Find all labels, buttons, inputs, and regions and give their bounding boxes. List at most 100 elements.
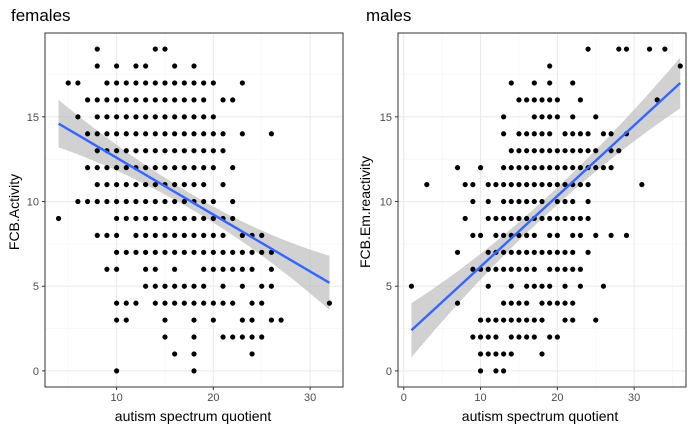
data-point-females (230, 198, 236, 205)
data-point-males (577, 283, 584, 289)
data-point-females (143, 131, 149, 137)
data-point-males (508, 351, 514, 357)
data-point-females (259, 232, 265, 239)
data-point-males (454, 165, 461, 171)
data-point-females (143, 80, 149, 86)
data-point-females (172, 283, 178, 289)
data-point-males (531, 198, 537, 205)
data-point-females (181, 198, 187, 205)
data-point-females (152, 80, 158, 86)
data-point-males (516, 300, 522, 306)
data-point-males (562, 300, 568, 306)
panel-title-males: males (366, 6, 411, 25)
data-point-females (201, 283, 207, 289)
data-point-females (133, 249, 139, 255)
data-point-females (113, 80, 120, 86)
data-point-females (113, 266, 120, 272)
data-point-females (220, 131, 226, 137)
data-point-males (539, 351, 545, 357)
data-point-females (94, 46, 100, 52)
data-point-females (152, 97, 158, 103)
data-point-males (516, 131, 522, 137)
data-point-females (230, 266, 236, 272)
data-point-males (570, 148, 576, 154)
data-point-males (531, 80, 537, 86)
data-point-females (94, 63, 100, 69)
data-point-males (524, 232, 530, 239)
data-point-females (210, 249, 216, 255)
data-point-females (191, 351, 197, 357)
data-point-females (143, 181, 149, 188)
data-point-females (230, 334, 236, 340)
y-tick-label-females: 15 (27, 112, 39, 124)
data-point-males (501, 317, 507, 323)
data-point-females (210, 266, 216, 272)
data-point-males (539, 131, 545, 137)
data-point-females (181, 114, 187, 120)
data-point-males (493, 351, 499, 357)
data-point-females (239, 317, 245, 323)
data-point-males (477, 317, 484, 323)
data-point-females (220, 232, 226, 239)
data-point-females (172, 351, 178, 357)
data-point-females (162, 148, 168, 154)
y-tick-label-males: 15 (380, 112, 392, 124)
data-point-males (547, 232, 553, 239)
data-point-females (210, 148, 216, 154)
data-point-females (201, 198, 207, 205)
data-point-females (104, 181, 110, 188)
data-point-males (585, 131, 591, 137)
data-point-females (162, 165, 168, 171)
data-point-males (485, 266, 491, 272)
data-point-females (201, 131, 207, 137)
regression-line-males (410, 82, 682, 332)
data-point-females (220, 97, 226, 103)
data-point-females (172, 114, 178, 120)
data-point-females (181, 215, 187, 222)
data-point-males (501, 249, 507, 255)
data-point-females (191, 165, 197, 171)
data-point-females (220, 249, 226, 255)
data-point-males (554, 165, 560, 171)
data-point-males (547, 181, 553, 188)
data-point-males (547, 114, 553, 120)
data-point-females (143, 232, 149, 239)
data-point-females (191, 249, 197, 255)
data-point-females (172, 232, 178, 239)
data-point-females (181, 300, 187, 306)
data-point-females (104, 80, 110, 86)
data-point-females (75, 80, 81, 86)
data-point-males (501, 266, 507, 272)
data-point-females (172, 165, 178, 171)
data-point-males (508, 317, 514, 323)
data-point-males (554, 97, 560, 103)
data-point-males (600, 283, 607, 289)
data-point-females (152, 46, 158, 52)
data-point-females (104, 232, 110, 239)
data-point-males (501, 215, 507, 222)
data-point-males (539, 165, 545, 171)
data-point-males (424, 181, 430, 188)
data-point-males (547, 165, 553, 171)
data-point-males (531, 148, 537, 154)
data-point-males (531, 266, 537, 272)
x-tick-label-females: 30 (304, 392, 316, 404)
x-tick-label-males: 10 (474, 392, 486, 404)
data-point-males (531, 249, 537, 255)
data-point-males (577, 215, 584, 222)
data-point-males (593, 232, 599, 239)
data-point-males (570, 266, 576, 272)
data-point-males (570, 165, 576, 171)
data-point-males (554, 249, 560, 255)
data-point-males (524, 97, 530, 103)
data-point-males (462, 181, 468, 188)
data-point-males (485, 351, 491, 357)
data-point-females (220, 266, 226, 272)
data-point-females (239, 80, 245, 86)
data-point-females (162, 114, 168, 120)
data-point-females (249, 351, 255, 357)
x-tick-label-males: 30 (628, 392, 640, 404)
data-point-males (470, 266, 476, 272)
data-point-males (593, 148, 599, 154)
data-point-females (172, 148, 178, 154)
